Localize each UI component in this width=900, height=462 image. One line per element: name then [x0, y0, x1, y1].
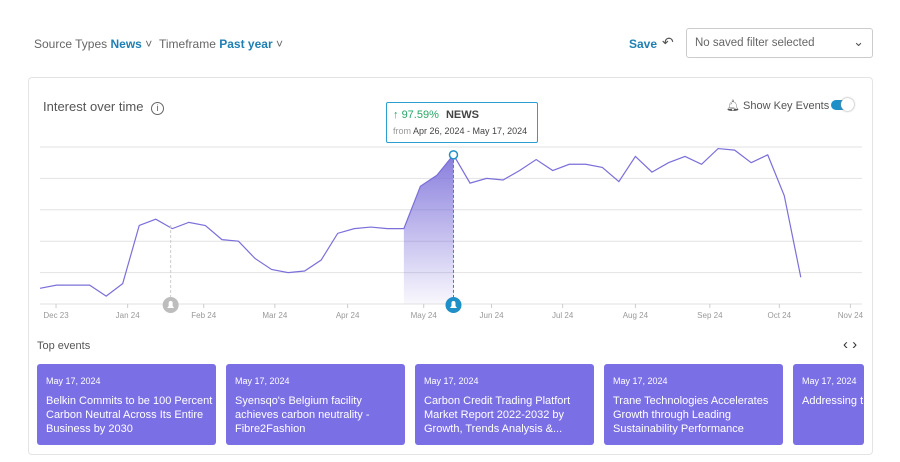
- x-tick-label: Apr 24: [336, 311, 360, 320]
- info-icon[interactable]: i: [151, 102, 165, 115]
- event-title: Carbon Credit Trading Platfort Market Re…: [424, 395, 571, 435]
- focus-point: [448, 150, 459, 160]
- chart-title: Interest over time i: [43, 99, 165, 115]
- event-card[interactable]: May 17, 2024 Addressing t Demand of D: [793, 364, 864, 445]
- highlight-area: [403, 154, 454, 304]
- x-tick-label: Nov 24: [838, 311, 864, 320]
- x-tick-label: Feb 24: [191, 311, 216, 320]
- x-tick-label: Jan 24: [116, 311, 141, 320]
- event-card[interactable]: May 17, 2024 Trane Technologies Accelerat…: [604, 364, 783, 445]
- series-name: NEWS: [445, 109, 479, 121]
- event-title: Belkin Commits to be 100 Percent Carbon …: [46, 395, 213, 435]
- filter-label: Timeframe: [159, 37, 216, 51]
- x-tick-label: Oct 24: [768, 311, 792, 320]
- chart: Dec 23 Jan 24 Feb 24 Mar 24 Apr 24 May 24 Jun …: [39, 146, 864, 320]
- tooltip: ↑ 97.59% NEWS from Apr 26, 2024 - May 17…: [386, 102, 538, 143]
- reset-icon[interactable]: ↶: [662, 34, 674, 50]
- x-tick-label: Dec 23: [43, 311, 69, 320]
- event-date: May 17, 2024: [235, 376, 290, 386]
- title-text: Interest over time: [43, 99, 144, 114]
- events-title: Top events: [37, 340, 91, 352]
- event-date: May 17, 2024: [46, 376, 101, 386]
- x-tick-label: Aug 24: [623, 311, 649, 320]
- event-title: Syensqo's Belgium facility achieves carb…: [235, 395, 370, 435]
- select-text: No saved filter selected: [695, 37, 815, 49]
- event-title: Trane Technologies Accelerates Growth th…: [613, 395, 769, 435]
- chevron: ⌄: [853, 34, 864, 49]
- event-date: May 17, 2024: [802, 376, 857, 386]
- toggle-label: Show Key Events: [743, 100, 830, 112]
- bell-icon: [449, 301, 457, 308]
- x-tick-label: Mar 24: [262, 311, 287, 320]
- event-card[interactable]: May 17, 2024 Belkin Commits to be 100 Per…: [37, 364, 216, 445]
- range-text: Apr 26, 2024 - May 17, 2024: [413, 126, 528, 136]
- filter-label: Source Types: [34, 37, 108, 51]
- event-date: May 17, 2024: [424, 376, 479, 386]
- source-filter[interactable]: Source Types News ˅: [34, 37, 153, 51]
- filter-value: News: [110, 37, 142, 51]
- x-tick-label: Sep 24: [697, 311, 723, 320]
- from-text: from: [393, 126, 411, 136]
- line: [39, 147, 802, 297]
- x-tick-label: Jun 24: [480, 311, 505, 320]
- change-text: 97.59%: [401, 109, 439, 121]
- saved-filter-select[interactable]: No saved filter selected ⌄: [686, 28, 873, 58]
- event-title: Addressing t Demand of D: [802, 395, 864, 407]
- timeframe-filter[interactable]: Timeframe Past year ˅: [159, 37, 283, 51]
- tooltip-change: ↑ 97.59% NEWS: [393, 109, 479, 121]
- key-events-toggle[interactable]: 🔔︎ Show Key Events: [726, 100, 830, 112]
- x-tick-label: Jul 24: [552, 311, 574, 320]
- carousel-arrows[interactable]: ‹ ›: [843, 336, 858, 353]
- bell-icon: [167, 301, 175, 308]
- tooltip-range: from Apr 26, 2024 - May 17, 2024: [393, 126, 527, 136]
- save-button[interactable]: Save: [629, 37, 658, 51]
- toggle-knob: [841, 98, 854, 111]
- card-panel: [28, 77, 873, 455]
- toggle-switch[interactable]: [831, 98, 854, 111]
- event-card[interactable]: May 17, 2024 Carbon Credit Trading Platfo…: [415, 364, 594, 445]
- event-date: May 17, 2024: [613, 376, 668, 386]
- x-tick-label: May 24: [411, 311, 438, 320]
- event-card[interactable]: May 17, 2024 Syensqo's Belgium facility a…: [226, 364, 405, 445]
- filter-value: Past year: [219, 37, 273, 51]
